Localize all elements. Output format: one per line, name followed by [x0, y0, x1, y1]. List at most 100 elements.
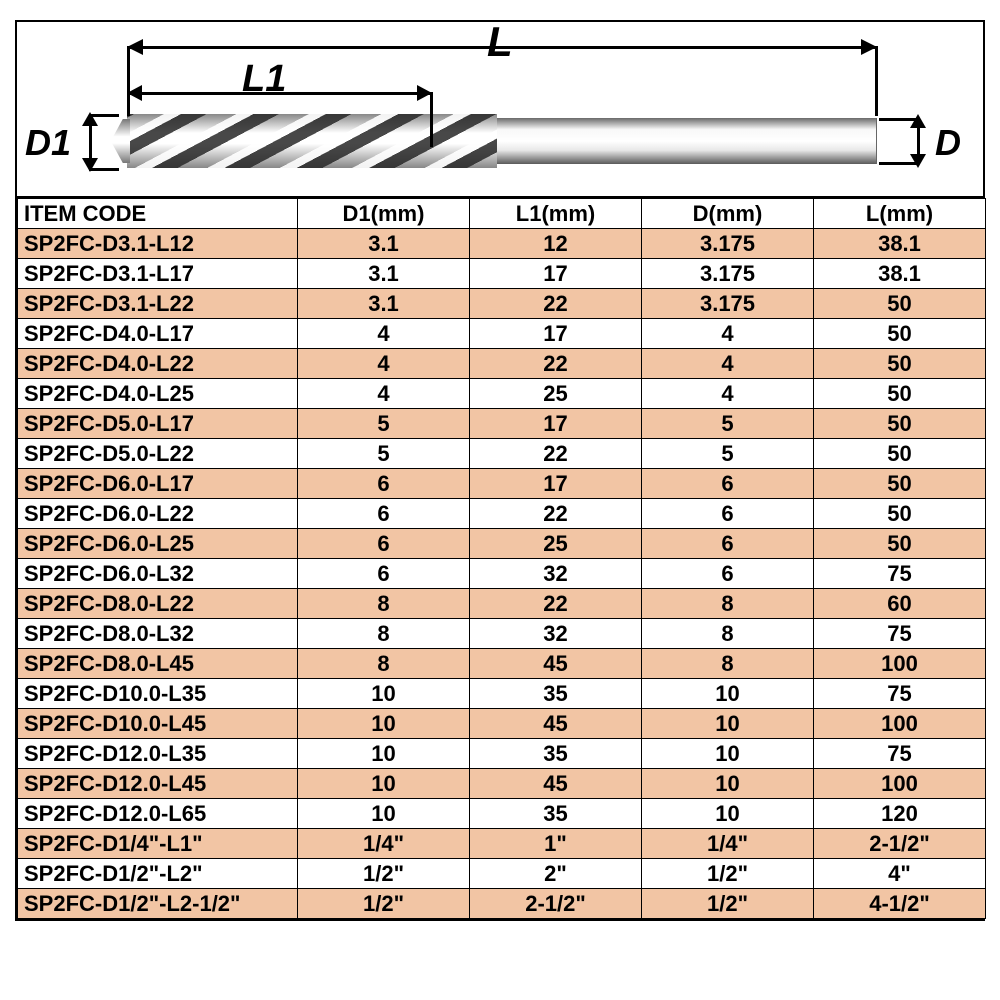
cell-item-code: SP2FC-D12.0-L65: [18, 799, 298, 829]
cell-d: 6: [642, 559, 814, 589]
cell-d1: 1/2": [298, 859, 470, 889]
col-d1: D1(mm): [298, 199, 470, 229]
cell-item-code: SP2FC-D5.0-L17: [18, 409, 298, 439]
cell-l: 100: [814, 709, 986, 739]
table-row: SP2FC-D12.0-L65103510120: [18, 799, 986, 829]
table-row: SP2FC-D1/4"-L1"1/4"1"1/4"2-1/2": [18, 829, 986, 859]
table-row: SP2FC-D3.1-L223.1223.17550: [18, 289, 986, 319]
cell-l1: 2-1/2": [470, 889, 642, 919]
cell-item-code: SP2FC-D1/2"-L2-1/2": [18, 889, 298, 919]
table-row: SP2FC-D10.0-L45104510100: [18, 709, 986, 739]
spec-sheet: L L1 D1 D ITEM CODE D1(mm) L1(mm) D(mm): [15, 20, 985, 921]
table-row: SP2FC-D3.1-L173.1173.17538.1: [18, 259, 986, 289]
cell-l: 4-1/2": [814, 889, 986, 919]
dim-D-ext-top: [879, 118, 919, 121]
cell-item-code: SP2FC-D3.1-L12: [18, 229, 298, 259]
table-row: SP2FC-D12.0-L3510351075: [18, 739, 986, 769]
cell-l1: 12: [470, 229, 642, 259]
cell-d: 3.175: [642, 229, 814, 259]
cell-l1: 22: [470, 439, 642, 469]
cell-l1: 22: [470, 499, 642, 529]
table-row: SP2FC-D6.0-L32632675: [18, 559, 986, 589]
cell-d1: 8: [298, 589, 470, 619]
table-row: SP2FC-D3.1-L123.1123.17538.1: [18, 229, 986, 259]
cell-l1: 2": [470, 859, 642, 889]
cell-l: 50: [814, 349, 986, 379]
table-row: SP2FC-D1/2"-L2"1/2"2"1/2"4": [18, 859, 986, 889]
cell-d: 8: [642, 589, 814, 619]
dim-L1-arrow-left: [127, 85, 142, 101]
table-row: SP2FC-D6.0-L17617650: [18, 469, 986, 499]
cell-item-code: SP2FC-D10.0-L35: [18, 679, 298, 709]
cell-item-code: SP2FC-D10.0-L45: [18, 709, 298, 739]
cell-d1: 1/4": [298, 829, 470, 859]
cell-l1: 22: [470, 289, 642, 319]
cell-l1: 45: [470, 649, 642, 679]
cell-item-code: SP2FC-D6.0-L22: [18, 499, 298, 529]
cell-l1: 25: [470, 379, 642, 409]
spec-table: ITEM CODE D1(mm) L1(mm) D(mm) L(mm) SP2F…: [17, 198, 986, 919]
cell-d: 3.175: [642, 259, 814, 289]
cell-d: 3.175: [642, 289, 814, 319]
table-row: SP2FC-D8.0-L458458100: [18, 649, 986, 679]
col-d: D(mm): [642, 199, 814, 229]
cell-l1: 17: [470, 319, 642, 349]
cell-item-code: SP2FC-D8.0-L32: [18, 619, 298, 649]
cell-item-code: SP2FC-D6.0-L25: [18, 529, 298, 559]
cell-item-code: SP2FC-D3.1-L17: [18, 259, 298, 289]
cell-d: 10: [642, 709, 814, 739]
cell-d1: 6: [298, 559, 470, 589]
dim-D-arrow-top: [910, 114, 926, 128]
cell-d: 5: [642, 439, 814, 469]
cell-l: 120: [814, 799, 986, 829]
cell-l1: 32: [470, 559, 642, 589]
cell-d1: 10: [298, 679, 470, 709]
cell-l: 50: [814, 409, 986, 439]
cell-l1: 35: [470, 679, 642, 709]
cell-l: 75: [814, 679, 986, 709]
cell-d1: 8: [298, 619, 470, 649]
cell-l: 50: [814, 469, 986, 499]
cell-l1: 45: [470, 769, 642, 799]
table-row: SP2FC-D4.0-L22422450: [18, 349, 986, 379]
table-row: SP2FC-D1/2"-L2-1/2"1/2"2-1/2"1/2"4-1/2": [18, 889, 986, 919]
table-row: SP2FC-D8.0-L32832875: [18, 619, 986, 649]
cell-d1: 1/2": [298, 889, 470, 919]
cell-d1: 4: [298, 319, 470, 349]
cell-item-code: SP2FC-D8.0-L22: [18, 589, 298, 619]
cell-item-code: SP2FC-D4.0-L17: [18, 319, 298, 349]
cell-d1: 10: [298, 709, 470, 739]
dim-D1-ext-bot: [89, 168, 119, 171]
shank-graphic: [497, 118, 877, 164]
cell-l1: 35: [470, 739, 642, 769]
cell-d: 10: [642, 769, 814, 799]
cell-d1: 6: [298, 499, 470, 529]
cell-item-code: SP2FC-D8.0-L45: [18, 649, 298, 679]
cell-d1: 10: [298, 799, 470, 829]
cell-d: 8: [642, 619, 814, 649]
cell-item-code: SP2FC-D1/2"-L2": [18, 859, 298, 889]
label-L: L: [487, 18, 513, 66]
table-row: SP2FC-D5.0-L22522550: [18, 439, 986, 469]
cell-l: 75: [814, 559, 986, 589]
cell-item-code: SP2FC-D6.0-L32: [18, 559, 298, 589]
cell-d1: 4: [298, 349, 470, 379]
cell-l: 75: [814, 739, 986, 769]
cell-l: 50: [814, 379, 986, 409]
cell-l: 50: [814, 499, 986, 529]
cell-l1: 25: [470, 529, 642, 559]
col-item-code: ITEM CODE: [18, 199, 298, 229]
dim-D-ext-bot: [879, 162, 919, 165]
cell-d1: 10: [298, 769, 470, 799]
cell-l: 50: [814, 319, 986, 349]
label-L1: L1: [242, 58, 286, 101]
table-row: SP2FC-D12.0-L45104510100: [18, 769, 986, 799]
table-row: SP2FC-D10.0-L3510351075: [18, 679, 986, 709]
cell-l: 60: [814, 589, 986, 619]
cell-d: 6: [642, 499, 814, 529]
cell-l: 50: [814, 529, 986, 559]
cell-d: 1/2": [642, 889, 814, 919]
dim-L-ext-left: [127, 46, 130, 116]
cell-d1: 10: [298, 739, 470, 769]
endmill-diagram: L L1 D1 D: [17, 22, 983, 198]
